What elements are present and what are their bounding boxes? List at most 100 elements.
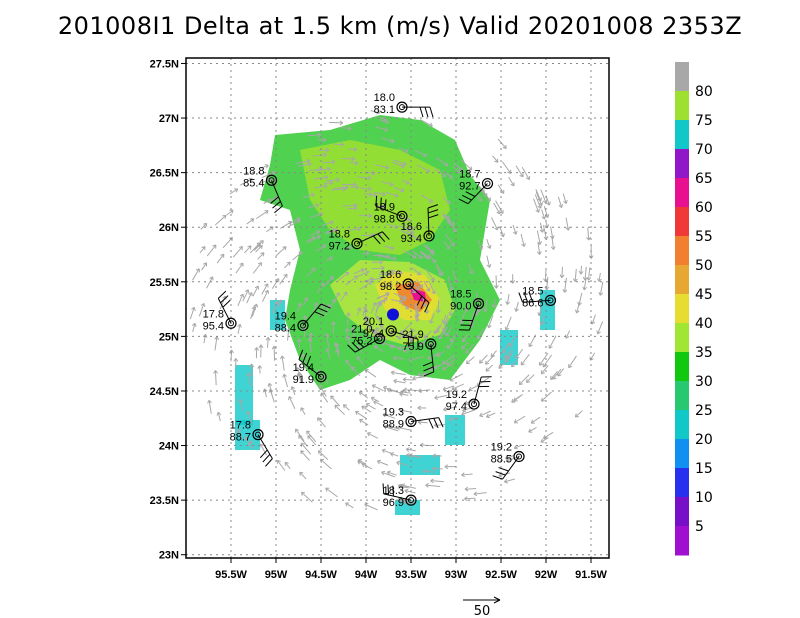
wind-vector	[540, 365, 549, 375]
wind-vector-head	[465, 349, 470, 354]
wind-vector-head	[449, 377, 454, 382]
wind-vector	[321, 161, 336, 164]
wind-vector-head	[356, 356, 361, 361]
wind-barb-flag	[320, 303, 331, 309]
colorbar-label: 5	[695, 519, 704, 535]
wind-vector-head	[403, 387, 407, 393]
wind-vector-head	[422, 468, 427, 474]
wind-vector-head	[378, 275, 383, 281]
wind-vector	[423, 280, 430, 292]
wind-vector-head	[307, 435, 312, 440]
wind-vector	[461, 341, 469, 350]
wind-vector	[263, 388, 267, 398]
wind-vector	[284, 261, 291, 269]
wind-vector	[465, 303, 469, 312]
station-temp: 19.2	[491, 441, 512, 453]
wind-vector-head	[343, 291, 348, 296]
wind-vector-head	[426, 287, 431, 292]
wind-vector	[360, 187, 372, 190]
colorbar: 80 75 70 65 60 55 50 45 40 35 30 25 20 15 10 5	[675, 62, 713, 556]
wind-vector	[574, 268, 577, 282]
wind-vector	[442, 314, 447, 324]
wind-vector	[259, 177, 273, 185]
wind-vector	[229, 188, 239, 195]
wind-vector	[528, 426, 537, 433]
wind-vector-head	[352, 182, 357, 187]
x-tick-label: 94.5W	[305, 569, 337, 581]
wind-vector	[260, 164, 269, 169]
wind-vector	[385, 191, 399, 197]
wind-vector-head	[381, 299, 386, 304]
wind-vector-head	[286, 261, 291, 266]
wind-vector-head	[443, 406, 447, 412]
wind-vector	[423, 470, 435, 473]
wind-vector	[526, 374, 535, 383]
wind-vector-head	[402, 348, 407, 353]
wind-vector	[393, 186, 405, 192]
wind-vector	[356, 307, 361, 316]
station-dot	[408, 497, 414, 504]
wind-vector	[199, 246, 206, 254]
wind-vector-head	[416, 271, 421, 276]
wind-vector-head	[259, 240, 264, 245]
wind-vector	[477, 328, 484, 340]
wind-vector	[332, 292, 340, 304]
wind-vector	[493, 202, 501, 215]
wind-vector-head	[290, 386, 296, 391]
wind-vector	[369, 325, 374, 334]
x-tick-label: 91.5W	[575, 569, 607, 581]
wind-barb-flag	[438, 417, 444, 428]
wind-vector	[406, 232, 420, 240]
wind-vector-head	[435, 309, 441, 314]
wind-vector	[393, 380, 406, 384]
wind-vector-head	[479, 359, 484, 364]
wind-vector	[339, 291, 348, 302]
wind-vector	[418, 421, 428, 424]
wind-vector-head	[398, 408, 403, 413]
wind-vector	[403, 348, 414, 352]
wind-vector	[200, 223, 208, 230]
wind-vector-head	[382, 191, 386, 197]
wind-vector-head	[259, 443, 264, 448]
station-temp: 18.8	[329, 229, 350, 241]
wind-vector	[358, 459, 367, 465]
colorbar-label: 55	[695, 229, 713, 245]
wind-vector	[428, 341, 437, 347]
wind-vector-head	[494, 158, 499, 163]
wind-vector	[359, 419, 369, 426]
wind-vector	[445, 325, 453, 337]
wind-vector-head	[282, 373, 287, 378]
wind-vector-head	[513, 419, 518, 424]
wind-vector	[380, 254, 390, 258]
wind-barb-flag	[523, 292, 529, 303]
wind-vector-head	[383, 297, 388, 302]
wind-vector	[561, 266, 564, 278]
station-layer: 18.083.118.885.418.792.718.998.818.693.4…	[203, 92, 557, 509]
wind-vector	[403, 378, 414, 381]
wind-barb-flag	[375, 195, 378, 207]
wind-vector	[419, 119, 433, 127]
wind-vector-head	[578, 270, 584, 275]
wind-vector-head	[207, 399, 212, 404]
wind-vector-head	[502, 144, 507, 150]
wind-vector-head	[436, 328, 441, 333]
wind-vector-head	[368, 281, 373, 286]
map-frame	[185, 57, 610, 559]
wind-patch	[235, 365, 253, 425]
y-tick-label: 26.5N	[150, 168, 179, 180]
wind-vector-head	[260, 252, 265, 257]
wind-vector	[307, 435, 317, 446]
wind-vector	[377, 293, 389, 299]
wind-vector-head	[550, 246, 556, 250]
wind-vector	[328, 121, 343, 124]
wind-vector	[208, 400, 212, 414]
wind-vector-head	[429, 319, 434, 324]
wind-vector-head	[500, 233, 505, 238]
wind-vector	[300, 450, 310, 461]
station-dot	[475, 300, 482, 307]
wind-vector	[253, 243, 261, 251]
wind-vector	[399, 323, 412, 335]
wind-vector-head	[503, 478, 508, 484]
wind-vector-head	[202, 333, 208, 338]
wind-vector-head	[248, 440, 254, 445]
